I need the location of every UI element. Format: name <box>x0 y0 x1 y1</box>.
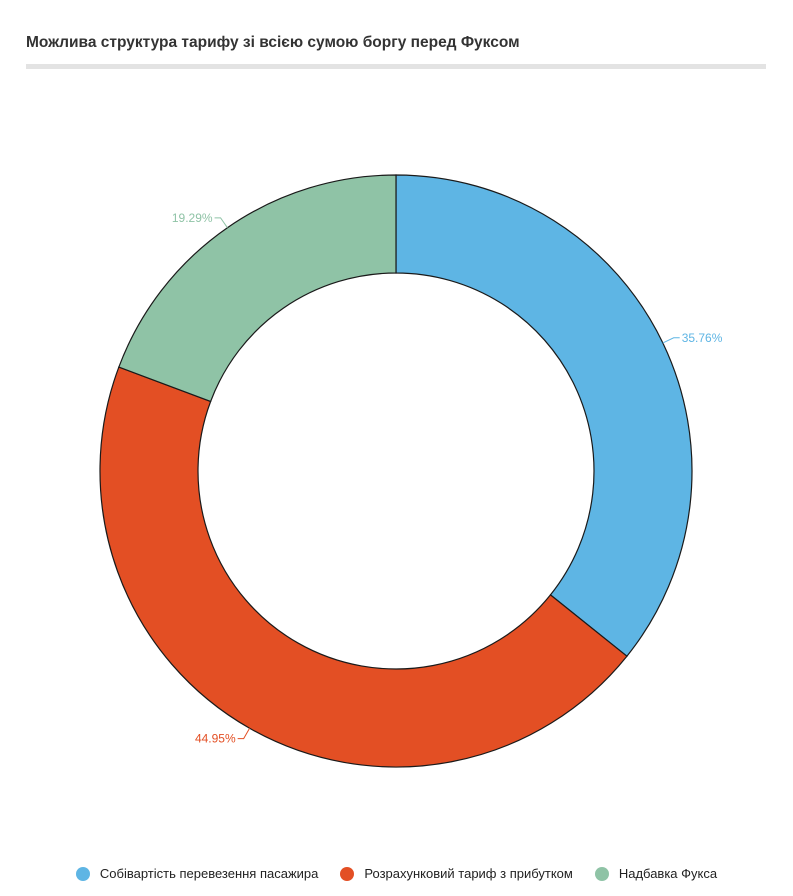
title-divider <box>26 64 766 69</box>
legend-item-surcharge[interactable]: Надбавка Фукса <box>594 866 718 881</box>
legend-label-tariff: Розрахунковий тариф з прибутком <box>364 866 573 881</box>
legend-label-cost: Собівартість перевезення пасажира <box>99 866 319 881</box>
legend-item-tariff[interactable]: Розрахунковий тариф з прибутком <box>340 866 573 881</box>
leader-line-surcharge <box>214 217 228 228</box>
legend-item-cost[interactable]: Собівартість перевезення пасажира <box>75 866 319 881</box>
slice-tariff[interactable] <box>99 366 628 768</box>
slice-cost[interactable] <box>395 174 693 658</box>
data-label-cost: 35.76% <box>682 331 723 345</box>
leader-line-tariff <box>237 728 251 740</box>
data-label-tariff: 44.95% <box>195 732 236 746</box>
slice-surcharge[interactable] <box>118 174 397 403</box>
data-label-surcharge: 19.29% <box>172 211 213 225</box>
legend-swatch-surcharge <box>594 866 609 881</box>
legend-swatch-cost <box>75 866 90 881</box>
legend-swatch-tariff <box>340 866 355 881</box>
chart-legend: Собівартість перевезення пасажира Розрах… <box>0 866 793 881</box>
legend-label-surcharge: Надбавка Фукса <box>618 866 718 881</box>
leader-line-cost <box>662 337 680 344</box>
chart-title: Можлива структура тарифу зі всією сумою … <box>26 34 520 51</box>
donut-chart: 35.76% 44.95% 19.29% <box>99 174 723 768</box>
